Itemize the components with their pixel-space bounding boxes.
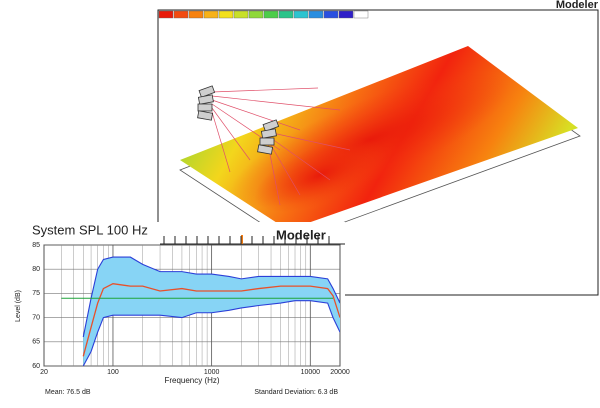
scale-swatch: [203, 10, 219, 19]
chart-title: System SPL 100 Hz: [32, 222, 148, 237]
y-axis-label: Level (dB): [15, 290, 22, 322]
y-tick-label: 70: [32, 314, 40, 321]
scale-swatch: [293, 10, 309, 19]
scale-swatch: [173, 10, 189, 19]
scale-swatch: [188, 10, 204, 19]
scale-swatch: [323, 10, 339, 19]
speaker-array: [197, 85, 280, 155]
scale-swatch: [338, 10, 354, 19]
series-line: [82, 300, 340, 366]
x-tick-label: 10000: [301, 369, 321, 376]
x-tick-label: 1000: [204, 369, 220, 376]
scale-swatch: [158, 10, 174, 19]
overlay-logo: Modeler: [276, 227, 326, 242]
plot-layer: [61, 256, 340, 366]
scale-swatch: [353, 10, 369, 19]
footer-mean: Mean: 76.5 dB: [45, 389, 91, 396]
x-axis-label: Frequency (Hz): [164, 376, 219, 385]
footer-std: Standard Deviation: 6.3 dB: [254, 389, 338, 396]
scale-swatch: [263, 10, 279, 19]
y-tick-label: 75: [32, 290, 40, 297]
y-tick-label: 65: [32, 339, 40, 346]
scale-swatch: [218, 10, 234, 19]
x-tick-label: 100: [107, 369, 119, 376]
series-line: [82, 256, 340, 338]
color-scale: [158, 10, 369, 19]
y-tick-label: 85: [32, 242, 40, 249]
x-tick-label: 20000: [330, 369, 350, 376]
y-tick-label: 60: [32, 363, 40, 370]
y-tick-label: 80: [32, 266, 40, 273]
viewer-logo: Modeler: [556, 0, 599, 11]
scale-swatch: [308, 10, 324, 19]
x-tick-label: 20: [40, 369, 48, 376]
band-fill: [83, 257, 340, 366]
scale-swatch: [233, 10, 249, 19]
scale-swatch: [248, 10, 264, 19]
series-line: [82, 283, 340, 357]
scale-swatch: [278, 10, 294, 19]
ruler: [160, 235, 345, 245]
